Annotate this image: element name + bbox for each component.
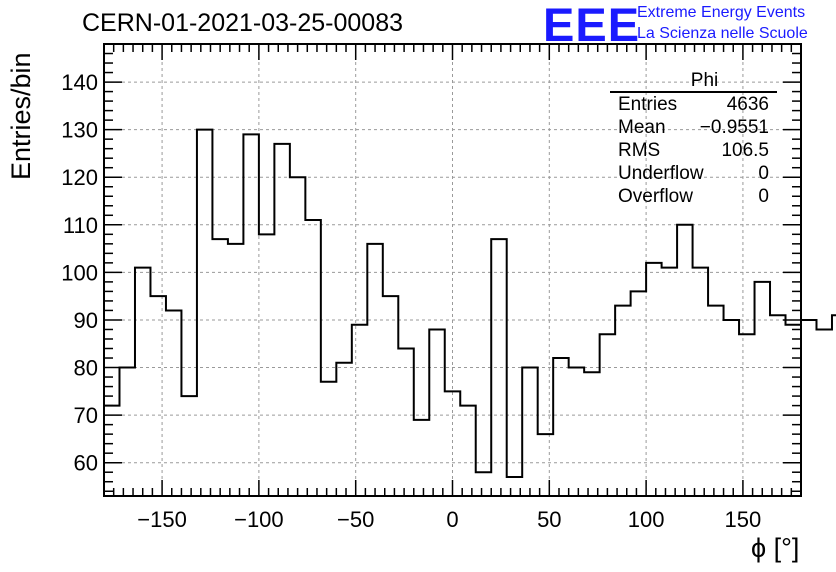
stats-value: 0: [758, 163, 769, 184]
histogram-bin: [538, 434, 553, 496]
histogram-bin: [383, 296, 398, 496]
x-tick-label: −150: [137, 507, 187, 532]
stats-label: Underflow: [618, 163, 704, 184]
grid-lines: [104, 44, 801, 496]
stats-label: Entries: [618, 94, 678, 115]
y-tick-label: 110: [63, 213, 98, 238]
histogram-bin: [615, 306, 630, 496]
histogram-bin: [786, 325, 801, 496]
histogram-bin: [181, 396, 196, 496]
histogram-bin: [816, 329, 831, 496]
x-tick-label: 0: [446, 507, 458, 532]
logo-subtitle-1: Extreme Energy Events: [637, 4, 806, 21]
y-tick-labels: 60 70 80 90 100 110 120 130 140: [61, 70, 98, 476]
histogram-bin: [228, 244, 243, 496]
histogram-bin: [414, 420, 429, 496]
histogram-bin: [429, 329, 444, 496]
histogram-bin: [243, 134, 258, 496]
histogram-bin: [631, 291, 646, 496]
stats-box: Phi Entries 4636 Mean −0.9551 RMS 106.5 …: [610, 70, 777, 208]
y-axis-label: Entries/bin: [6, 52, 36, 180]
histogram-bin: [569, 368, 584, 496]
histogram-bin: [662, 268, 677, 496]
histogram-bin: [832, 315, 836, 496]
histogram-bin: [166, 310, 181, 496]
y-tick-label: 60: [74, 451, 98, 476]
y-tick-label: 90: [74, 308, 98, 333]
histogram-bin: [119, 368, 134, 496]
histogram-bin: [522, 368, 537, 496]
histogram-bin: [336, 363, 351, 496]
histogram-bin: [197, 130, 212, 496]
histogram-bin: [460, 406, 475, 496]
histogram-bin: [600, 334, 615, 496]
y-tick-label: 70: [74, 403, 98, 428]
histogram-bin: [677, 225, 692, 496]
histogram-bin: [476, 472, 491, 496]
x-axis-label: ϕ [°]: [751, 533, 800, 563]
x-tick-labels: −150 −100 −50 0 50 100 150: [137, 507, 761, 532]
stats-row-mean: Mean −0.9551: [610, 116, 777, 139]
y-tick-label: 120: [61, 165, 98, 190]
histogram-bin: [212, 239, 227, 496]
histogram-bin: [693, 268, 708, 496]
histogram-bin: [135, 268, 150, 496]
histogram-bin: [646, 263, 661, 496]
stats-row-entries: Entries 4636: [610, 93, 777, 116]
stats-label: Overflow: [618, 186, 693, 207]
y-tick-label: 140: [61, 70, 98, 95]
histogram-bin: [584, 372, 599, 496]
stats-value: −0.9551: [699, 117, 769, 138]
stats-value: 0: [758, 186, 769, 207]
histogram-outline: [104, 128, 836, 478]
stats-label: RMS: [618, 140, 661, 161]
stats-value: 4636: [726, 94, 769, 115]
histogram-bin: [305, 220, 320, 496]
histogram-bin: [491, 239, 506, 496]
histogram-bin: [259, 234, 274, 496]
histogram-bin: [801, 320, 816, 496]
axis-ticks: [104, 44, 801, 496]
histogram-bin: [367, 244, 382, 496]
x-tick-label: 50: [537, 507, 561, 532]
eee-logo: EEE: [543, 0, 641, 51]
histogram-bin: [150, 296, 165, 496]
logo-subtitle-2: La Scienza nelle Scuole: [637, 25, 808, 42]
y-tick-label: 100: [61, 260, 98, 285]
stats-value: 106.5: [721, 140, 769, 161]
histogram-bin: [352, 325, 367, 496]
histogram-bin: [708, 306, 723, 496]
histogram-bars: [104, 128, 836, 496]
histogram-bin: [274, 144, 289, 496]
stats-label: Mean: [618, 117, 666, 138]
stats-row-rms: RMS 106.5: [610, 139, 777, 162]
histogram-bin: [321, 382, 336, 496]
histogram-bin: [755, 282, 770, 496]
x-tick-label: −100: [234, 507, 284, 532]
x-tick-label: 150: [725, 507, 762, 532]
y-tick-label: 80: [74, 356, 98, 381]
histogram-bin: [398, 349, 413, 496]
stats-title: Phi: [610, 70, 777, 93]
y-tick-label: 130: [61, 118, 98, 143]
histogram-bin: [739, 334, 754, 496]
stats-row-overflow: Overflow 0: [610, 185, 777, 208]
histogram-bin: [290, 177, 305, 496]
histogram-bin: [724, 320, 739, 496]
x-tick-label: 100: [628, 507, 665, 532]
histogram-bin: [770, 315, 785, 496]
run-title: CERN-01-2021-03-25-00083: [82, 9, 404, 37]
stats-row-underflow: Underflow 0: [610, 162, 777, 185]
histogram-bin: [553, 358, 568, 496]
x-tick-label: −50: [337, 507, 374, 532]
